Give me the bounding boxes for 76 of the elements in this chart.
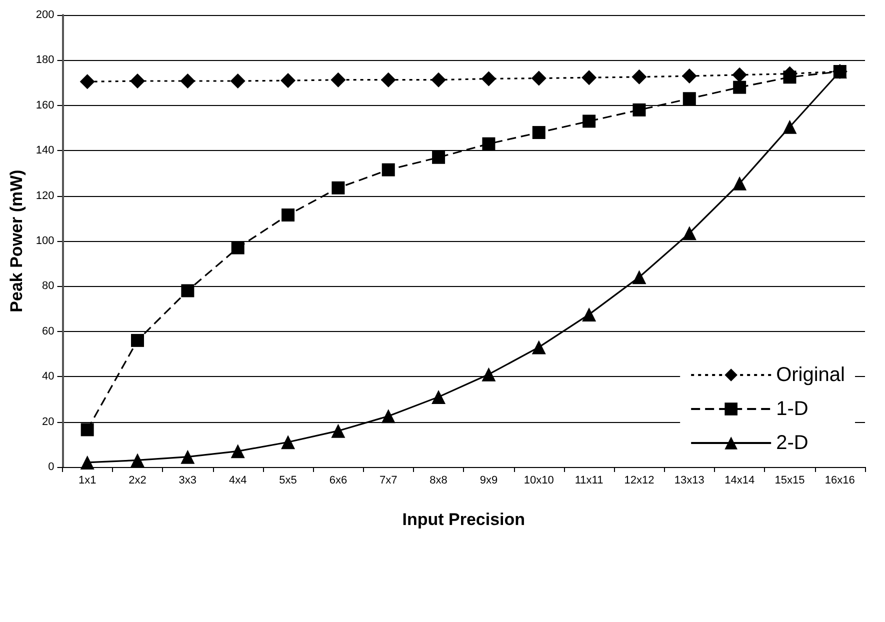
point (230, 73, 246, 88)
point (282, 208, 295, 222)
point (532, 126, 546, 140)
x-tick-label: 4x4 (228, 474, 247, 486)
x-tick-label: 13x13 (674, 474, 704, 486)
point (732, 67, 748, 82)
point (482, 367, 496, 382)
point (432, 390, 446, 404)
point (131, 334, 144, 347)
point (783, 70, 796, 84)
point (180, 73, 196, 88)
point (280, 73, 296, 88)
point (331, 424, 346, 438)
x-tick-label: 1x1 (78, 474, 96, 486)
point (431, 72, 446, 88)
point (582, 307, 596, 322)
x-tick-label: 5x5 (279, 474, 297, 486)
x-tick-label: 11x11 (574, 474, 604, 486)
point (380, 72, 396, 88)
x-tick-label: 9x9 (480, 474, 498, 486)
point (381, 409, 396, 424)
point (181, 284, 194, 298)
x-tick-label: 16x16 (824, 474, 855, 486)
x-tick-label: 10x10 (524, 474, 554, 486)
y-tick-label: 140 (36, 144, 54, 157)
point (682, 92, 696, 106)
point (733, 80, 746, 94)
point (732, 176, 747, 190)
point (80, 423, 94, 436)
point (130, 73, 146, 88)
y-tick-label: 40 (42, 370, 54, 383)
point (281, 435, 296, 450)
x-tick-label: 14x14 (724, 474, 755, 486)
y-tick-label: 100 (36, 235, 54, 247)
x-tick-label: 15x15 (774, 474, 805, 486)
x-tick-label: 6x6 (329, 474, 348, 486)
y-tick-label: 180 (36, 54, 54, 66)
point (80, 74, 95, 90)
y-axis-title: Peak Power (mW) (7, 170, 26, 312)
point (682, 226, 696, 240)
point (230, 444, 245, 458)
point (632, 270, 646, 284)
x-axis-title: Input Precision (402, 510, 526, 529)
x-tick-label: 2x2 (128, 474, 146, 486)
point (482, 137, 496, 150)
x-tick-label: 7x7 (379, 474, 398, 486)
x-tick-label: 8x8 (430, 474, 448, 486)
point (632, 103, 646, 116)
point (782, 120, 797, 134)
x-tick-label: 3x3 (178, 474, 197, 486)
point (332, 181, 345, 194)
point (382, 163, 395, 176)
point (180, 450, 195, 464)
point (130, 453, 145, 468)
point (632, 69, 647, 84)
y-tick-label: 20 (42, 416, 54, 428)
y-tick-label: 160 (36, 99, 54, 112)
legend-label: Original (776, 364, 846, 386)
point (582, 114, 596, 128)
point (330, 72, 346, 88)
point (582, 70, 597, 86)
point (481, 71, 496, 86)
point (432, 150, 446, 164)
point (80, 455, 94, 470)
point (531, 70, 546, 86)
point (231, 241, 244, 254)
y-tick-label: 60 (42, 325, 54, 338)
point (682, 68, 697, 84)
point (532, 340, 546, 354)
y-tick-label: 120 (36, 190, 54, 202)
legend-label: 1-D (776, 398, 808, 420)
y-tick-label: 80 (42, 280, 54, 292)
x-tick-label: 12x12 (624, 474, 654, 486)
legend-label: 2-D (776, 432, 808, 454)
y-tick-label: 0 (48, 461, 54, 473)
y-tick-label: 200 (36, 9, 54, 21)
